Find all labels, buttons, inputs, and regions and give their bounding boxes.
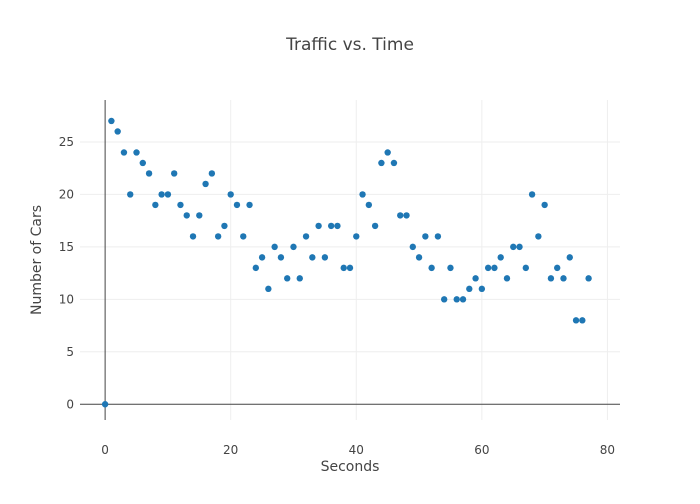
y-tick-label: 0 — [66, 397, 74, 411]
data-point — [510, 243, 517, 251]
data-point — [214, 233, 222, 240]
data-point — [365, 201, 373, 209]
data-point — [139, 159, 146, 167]
data-point — [428, 264, 435, 272]
data-point — [528, 191, 536, 198]
data-point — [516, 243, 523, 251]
data-point — [152, 201, 159, 209]
data-point — [522, 264, 530, 272]
data-point — [158, 191, 165, 198]
data-point — [484, 264, 492, 272]
data-point — [459, 296, 467, 303]
data-point — [384, 149, 391, 156]
data-point — [466, 285, 473, 293]
data-point — [346, 264, 354, 272]
data-point — [340, 264, 347, 272]
data-point — [114, 128, 121, 135]
data-point — [359, 191, 366, 198]
data-point — [447, 264, 454, 272]
data-point — [547, 275, 555, 282]
data-point — [258, 254, 266, 261]
data-point — [170, 170, 178, 177]
data-point — [183, 212, 190, 219]
data-point — [252, 264, 260, 272]
tick-labels: 0 5 10 15 20 25 0 20 40 60 80 — [59, 135, 615, 457]
data-point — [327, 222, 335, 230]
data-point — [378, 159, 385, 167]
y-tick-label: 25 — [59, 135, 74, 149]
data-point — [434, 233, 442, 240]
data-point — [127, 191, 134, 198]
data-point — [503, 275, 511, 282]
data-point — [371, 222, 379, 230]
data-point — [208, 170, 216, 177]
data-point — [233, 201, 241, 209]
data-point — [108, 117, 115, 125]
y-tick-label: 5 — [66, 345, 74, 359]
data-point — [572, 317, 580, 324]
data-point — [290, 243, 297, 251]
data-point — [145, 170, 153, 177]
data-point — [240, 233, 247, 240]
data-point — [554, 264, 561, 272]
grid — [80, 100, 620, 420]
data-point — [497, 254, 504, 261]
data-point — [271, 243, 278, 251]
data-point — [403, 212, 410, 219]
data-point — [472, 275, 479, 282]
x-tick-label: 80 — [600, 443, 615, 457]
data-point — [315, 222, 322, 230]
data-point — [277, 254, 285, 261]
x-tick-label: 0 — [101, 443, 109, 457]
data-point — [321, 254, 329, 261]
data-point — [579, 317, 586, 324]
data-point — [390, 159, 398, 167]
data-point — [302, 233, 310, 240]
data-point — [566, 254, 573, 261]
data-point — [227, 191, 234, 198]
y-axis-title: Number of Cars — [29, 205, 45, 315]
x-axis-title: Seconds — [321, 459, 380, 475]
data-point — [353, 233, 360, 240]
data-point — [453, 296, 460, 303]
data-point — [120, 149, 128, 156]
y-tick-label: 10 — [59, 292, 74, 306]
data-points — [101, 117, 592, 408]
data-point — [409, 243, 416, 251]
data-point — [221, 222, 228, 230]
data-point — [415, 254, 423, 261]
data-point — [189, 233, 197, 240]
data-point — [535, 233, 542, 240]
chart-title: Traffic vs. Time — [285, 35, 414, 55]
data-point — [265, 285, 272, 293]
data-point — [585, 275, 592, 282]
data-point — [422, 233, 429, 240]
x-tick-label: 20 — [223, 443, 238, 457]
data-point — [164, 191, 172, 198]
data-point — [196, 212, 203, 219]
data-point — [177, 201, 184, 209]
y-tick-label: 20 — [59, 187, 74, 201]
data-point — [133, 149, 140, 156]
data-point — [491, 264, 498, 272]
data-point — [284, 275, 291, 282]
x-tick-label: 60 — [474, 443, 489, 457]
data-point — [397, 212, 404, 219]
data-point — [101, 401, 109, 408]
data-point — [560, 275, 567, 282]
data-point — [296, 275, 303, 282]
data-point — [202, 180, 209, 188]
data-point — [440, 296, 448, 303]
axes — [80, 100, 620, 420]
y-tick-label: 15 — [59, 240, 74, 254]
x-tick-label: 40 — [349, 443, 364, 457]
data-point — [478, 285, 486, 293]
data-point — [309, 254, 316, 261]
data-point — [541, 201, 548, 209]
data-point — [246, 201, 253, 209]
data-point — [334, 222, 341, 230]
